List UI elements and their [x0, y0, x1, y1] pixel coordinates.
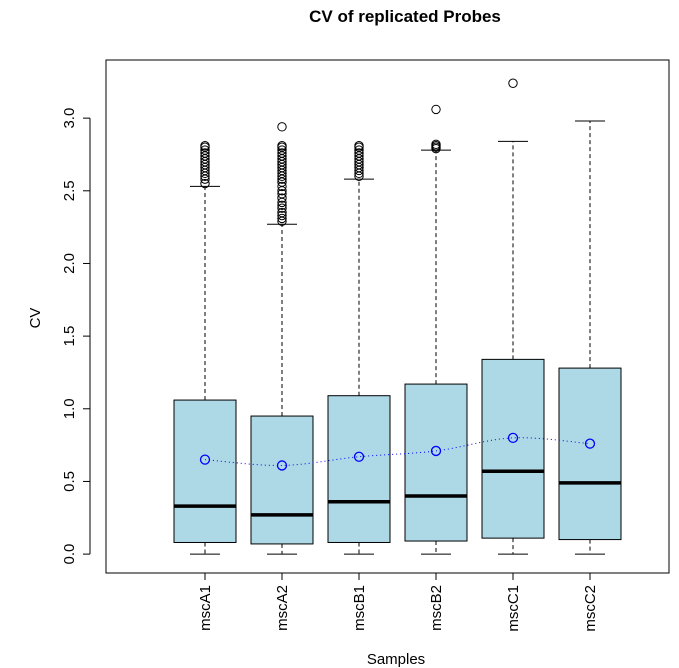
outlier-point [200, 141, 210, 151]
mean-line-series [199, 432, 596, 471]
y-tick-label: 1.5 [61, 326, 78, 347]
y-axis-label: CV [27, 308, 44, 329]
outlier-point [277, 213, 287, 224]
outlier-point [354, 141, 364, 151]
outlier-point [354, 145, 364, 155]
outlier-point [200, 148, 210, 158]
box-mscC2 [558, 120, 622, 555]
x-axis-label: Samples [367, 651, 425, 668]
mean-point-mscB2 [430, 445, 442, 457]
outlier-point [431, 104, 441, 115]
outlier-point [431, 139, 441, 149]
y-tick-label: 2.5 [61, 180, 78, 201]
box-body [327, 395, 391, 543]
mean-point-mscB1 [353, 451, 365, 462]
outlier-point [277, 193, 287, 203]
y-tick-label: 3.0 [61, 108, 78, 129]
outlier-point [200, 178, 210, 189]
mean-point-mscC2 [584, 438, 596, 449]
box-body [250, 415, 314, 545]
y-tick-label: 1.0 [61, 398, 78, 419]
outlier-point [200, 145, 210, 155]
x-tick-label-mscB2: mscB2 [428, 585, 445, 631]
box-series [173, 78, 622, 555]
x-tick-label-mscC2: mscC2 [582, 585, 599, 632]
box-body [404, 383, 468, 542]
outlier-point [277, 188, 287, 199]
y-tick-label: 2.0 [61, 253, 78, 274]
x-axis: mscA1 mscA2 mscB1 mscB2 mscC1 mscC2 [197, 572, 599, 632]
mean-point-mscA2 [276, 460, 288, 471]
x-tick-label-mscB1: mscB1 [351, 585, 368, 631]
outlier-point [277, 148, 287, 158]
box-mscA2 [250, 122, 314, 555]
outlier-point [277, 210, 287, 221]
outlier-point [277, 203, 287, 213]
x-tick-label-mscA1: mscA1 [197, 585, 214, 631]
mean-point-mscC1 [507, 432, 519, 443]
chart-title: CV of replicated Probes [309, 7, 501, 26]
outlier-point [354, 148, 364, 158]
box-mscA1 [173, 141, 237, 555]
outlier-point [508, 78, 518, 88]
box-body [558, 367, 622, 541]
box-body [481, 358, 545, 539]
outlier-point [277, 122, 287, 132]
box-body [173, 399, 237, 543]
mean-point-mscA1 [199, 454, 211, 465]
y-axis: 0.0 0.5 1.0 1.5 2.0 2.5 3.0 [61, 108, 91, 565]
outlier-point [277, 207, 287, 218]
outlier-point [277, 145, 287, 155]
outlier-point [277, 141, 287, 151]
box-mscB2 [404, 104, 468, 555]
x-tick-label-mscC1: mscC1 [505, 585, 522, 632]
x-tick-label-mscA2: mscA2 [274, 585, 291, 631]
y-tick-label: 0.0 [61, 544, 78, 565]
box-mscC1 [481, 78, 545, 555]
outlier-point [277, 181, 287, 192]
box-mscB1 [327, 141, 391, 555]
outlier-point [277, 200, 287, 211]
y-tick-label: 0.5 [61, 471, 78, 492]
